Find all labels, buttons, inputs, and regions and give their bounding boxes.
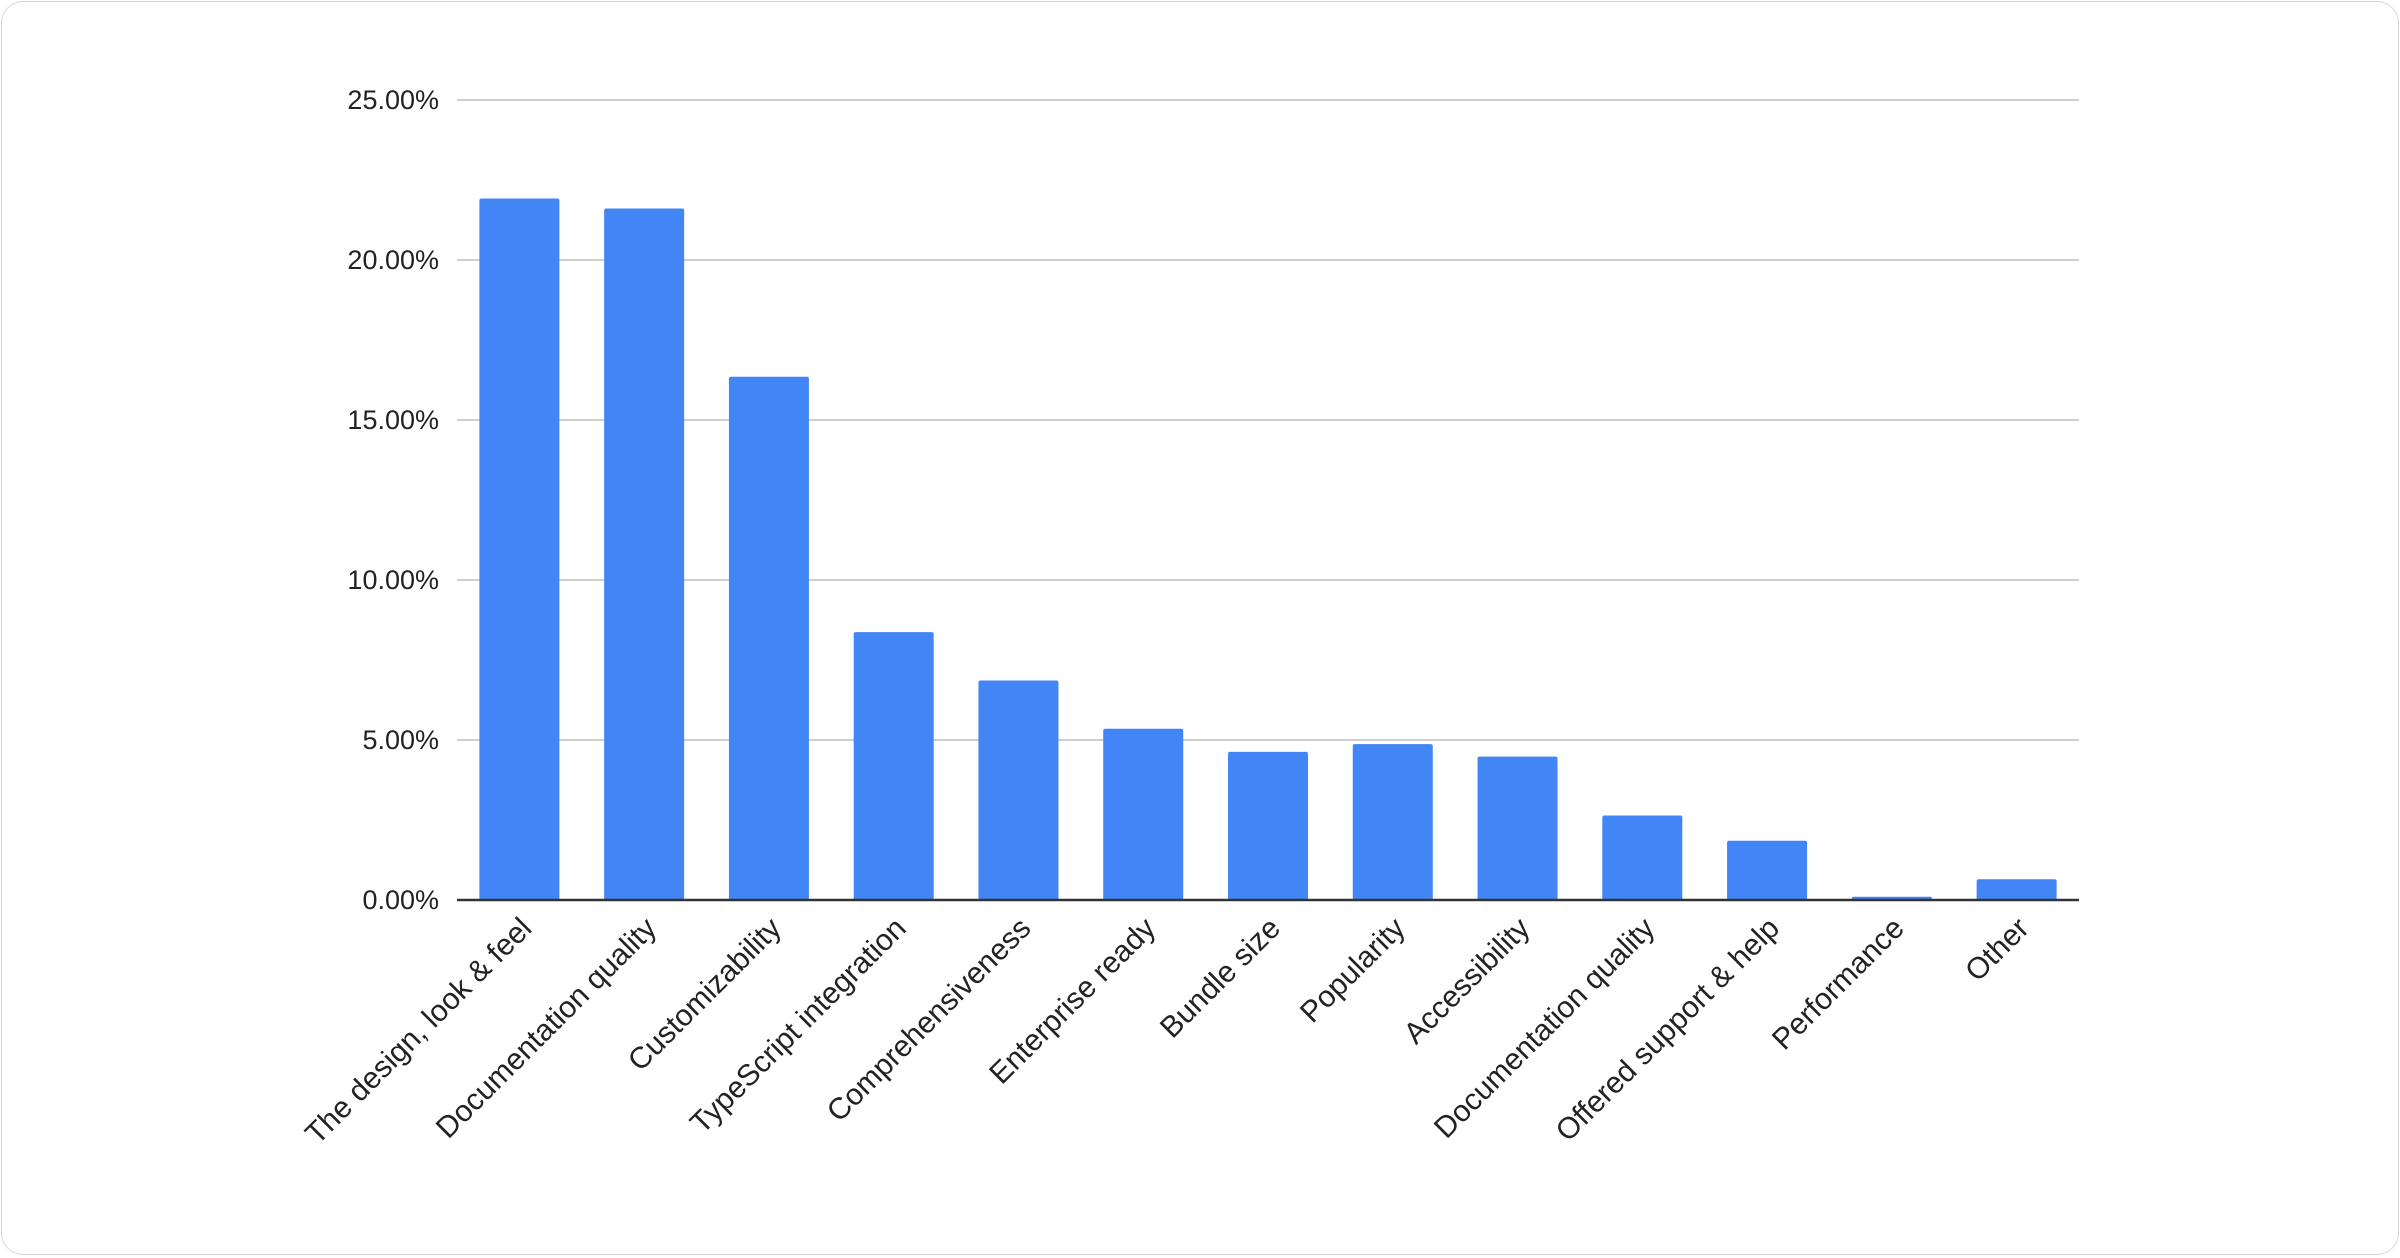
bar: [604, 208, 685, 901]
x-tick-label: Documentation quality: [430, 912, 663, 1145]
bar: [1727, 840, 1808, 900]
bar: [978, 680, 1059, 900]
bar: [1103, 728, 1184, 900]
bar: [1352, 744, 1433, 900]
x-tick-label: Offered support & help: [1550, 912, 1786, 1148]
x-tick-label: Performance: [1766, 912, 1911, 1057]
x-tick-label: Comprehensiveness: [821, 912, 1038, 1129]
bar: [1602, 815, 1683, 900]
x-tick-label: Accessibility: [1398, 912, 1537, 1051]
x-tick-label: Documentation quality: [1428, 912, 1661, 1145]
bar: [479, 198, 560, 900]
bar: [853, 632, 934, 900]
x-tick-label: Bundle size: [1154, 912, 1287, 1045]
y-tick-label: 5.00%: [362, 725, 439, 755]
bar: [1228, 751, 1308, 900]
y-tick-label: 20.00%: [347, 245, 439, 275]
x-tick-label: Other: [1959, 912, 2035, 988]
bar: [728, 376, 809, 900]
bar: [1976, 879, 2057, 900]
x-tick-label: The design, look & feel: [299, 912, 538, 1151]
y-tick-label: 15.00%: [347, 405, 439, 435]
y-tick-label: 0.00%: [362, 885, 439, 915]
x-tick-label: TypeScript integration: [684, 912, 913, 1141]
y-tick-label: 25.00%: [347, 85, 439, 115]
x-tick-label: Popularity: [1294, 912, 1412, 1030]
bar: [1477, 756, 1558, 900]
y-tick-label: 10.00%: [347, 565, 439, 595]
